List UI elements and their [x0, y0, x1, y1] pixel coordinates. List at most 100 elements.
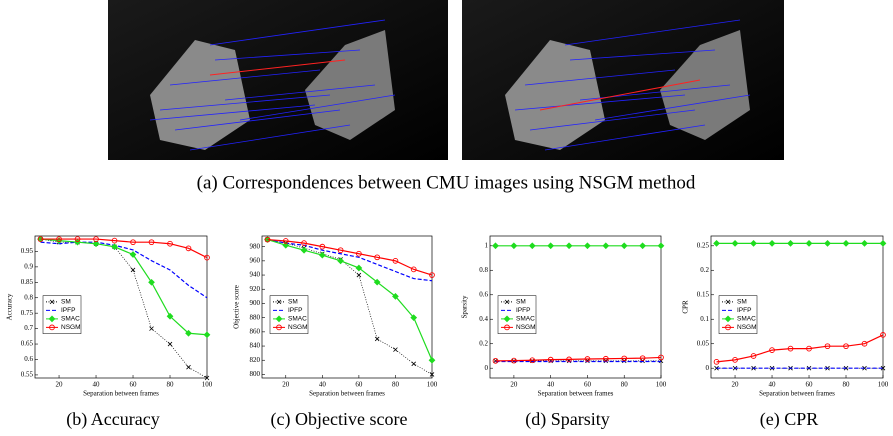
marker	[203, 331, 211, 339]
y-tick-label: 0.8	[479, 266, 488, 274]
marker	[410, 314, 418, 322]
x-tick-label: 80	[843, 381, 851, 389]
y-tick-label: 860	[250, 327, 261, 335]
legend-label: SMAC	[61, 316, 80, 323]
legend-label: IPFP	[516, 307, 530, 314]
y-tick-label: 0.55	[21, 371, 34, 379]
x-tick-label: 100	[878, 381, 889, 389]
marker	[356, 272, 362, 278]
marker	[148, 278, 155, 286]
marker	[547, 242, 555, 250]
marker	[880, 365, 886, 371]
chart-caption: (b) Accuracy	[66, 409, 159, 430]
y-tick-label: 0.75	[21, 309, 34, 317]
marker	[621, 355, 628, 362]
marker	[861, 239, 868, 247]
marker	[204, 254, 210, 261]
marker	[731, 239, 739, 247]
marker	[657, 242, 665, 250]
marker	[319, 243, 326, 250]
marker	[356, 250, 362, 257]
marker	[111, 243, 118, 251]
series-line	[267, 238, 433, 361]
x-tick-label: 20	[510, 381, 518, 389]
marker	[149, 326, 154, 331]
series-line	[40, 241, 208, 299]
marker	[602, 242, 610, 250]
marker	[74, 236, 81, 242]
marker	[93, 236, 99, 242]
marker	[492, 242, 499, 250]
y-tick-label: 0.15	[697, 290, 710, 298]
marker	[713, 239, 720, 247]
y-tick-label: 0.85	[21, 278, 34, 286]
x-tick-label: 40	[319, 381, 327, 389]
y-tick-label: 0.7	[24, 324, 33, 332]
marker	[301, 240, 307, 246]
marker	[374, 254, 381, 261]
marker	[528, 242, 536, 250]
marker	[429, 372, 435, 377]
marker	[787, 345, 794, 352]
marker	[355, 264, 363, 272]
marker	[55, 237, 63, 244]
y-tick-label: 0.1	[700, 315, 709, 323]
marker	[185, 245, 192, 252]
y-tick-label: 0.2	[479, 339, 488, 347]
figure-caption: (a) Correspondences between CMU images u…	[197, 172, 696, 193]
y-tick-label: 0.8	[24, 293, 33, 301]
y-tick-label: 0.25	[697, 241, 710, 249]
marker	[429, 272, 435, 278]
marker	[584, 356, 591, 362]
series-line	[267, 238, 433, 282]
x-tick-label: 40	[93, 381, 101, 389]
image-left	[108, 0, 448, 160]
marker	[824, 343, 831, 350]
legend-label: IPFP	[288, 307, 302, 314]
marker	[658, 354, 664, 361]
marker	[392, 258, 399, 264]
marker	[129, 251, 137, 258]
marker	[167, 341, 173, 347]
y-tick-label: 0.65	[21, 340, 34, 348]
series-line	[716, 334, 884, 363]
marker	[620, 242, 628, 250]
marker	[824, 239, 831, 247]
chart-caption: (c) Objective score	[271, 409, 408, 430]
legend-label: SMAC	[288, 316, 307, 323]
marker	[843, 343, 849, 350]
y-tick-label: 960	[250, 256, 261, 264]
legend-label: NSGM	[737, 324, 757, 331]
y-tick-label: 0.95	[21, 247, 34, 255]
marker	[787, 239, 794, 247]
y-tick-label: 0	[485, 364, 489, 372]
y-tick-label: 900	[250, 299, 261, 307]
series-line	[40, 238, 208, 259]
legend-label: SM	[288, 299, 298, 306]
legend-label: SM	[737, 299, 747, 306]
legend-label: SMAC	[516, 316, 535, 323]
marker	[318, 251, 326, 259]
x-tick-label: 100	[656, 381, 667, 389]
marker	[584, 242, 591, 250]
x-tick-label: 20	[282, 381, 290, 389]
x-axis-label: Separation between frames	[309, 390, 385, 398]
marker	[724, 315, 732, 323]
y-tick-label: 980	[250, 242, 261, 250]
marker	[337, 257, 344, 265]
marker	[373, 278, 381, 286]
marker	[264, 236, 271, 243]
legend-label: IPFP	[61, 307, 75, 314]
marker	[768, 239, 776, 247]
series-line	[267, 238, 433, 276]
y-axis-label: Sparsity	[461, 295, 469, 318]
marker	[565, 242, 573, 250]
x-axis-label: Separation between frames	[83, 390, 159, 398]
y-axis-label: Accuracy	[6, 293, 14, 320]
marker	[56, 236, 62, 242]
x-tick-label: 20	[732, 381, 740, 389]
y-axis-label: Objective score	[233, 285, 241, 329]
marker	[167, 240, 173, 247]
marker	[48, 315, 56, 323]
marker	[49, 324, 55, 331]
